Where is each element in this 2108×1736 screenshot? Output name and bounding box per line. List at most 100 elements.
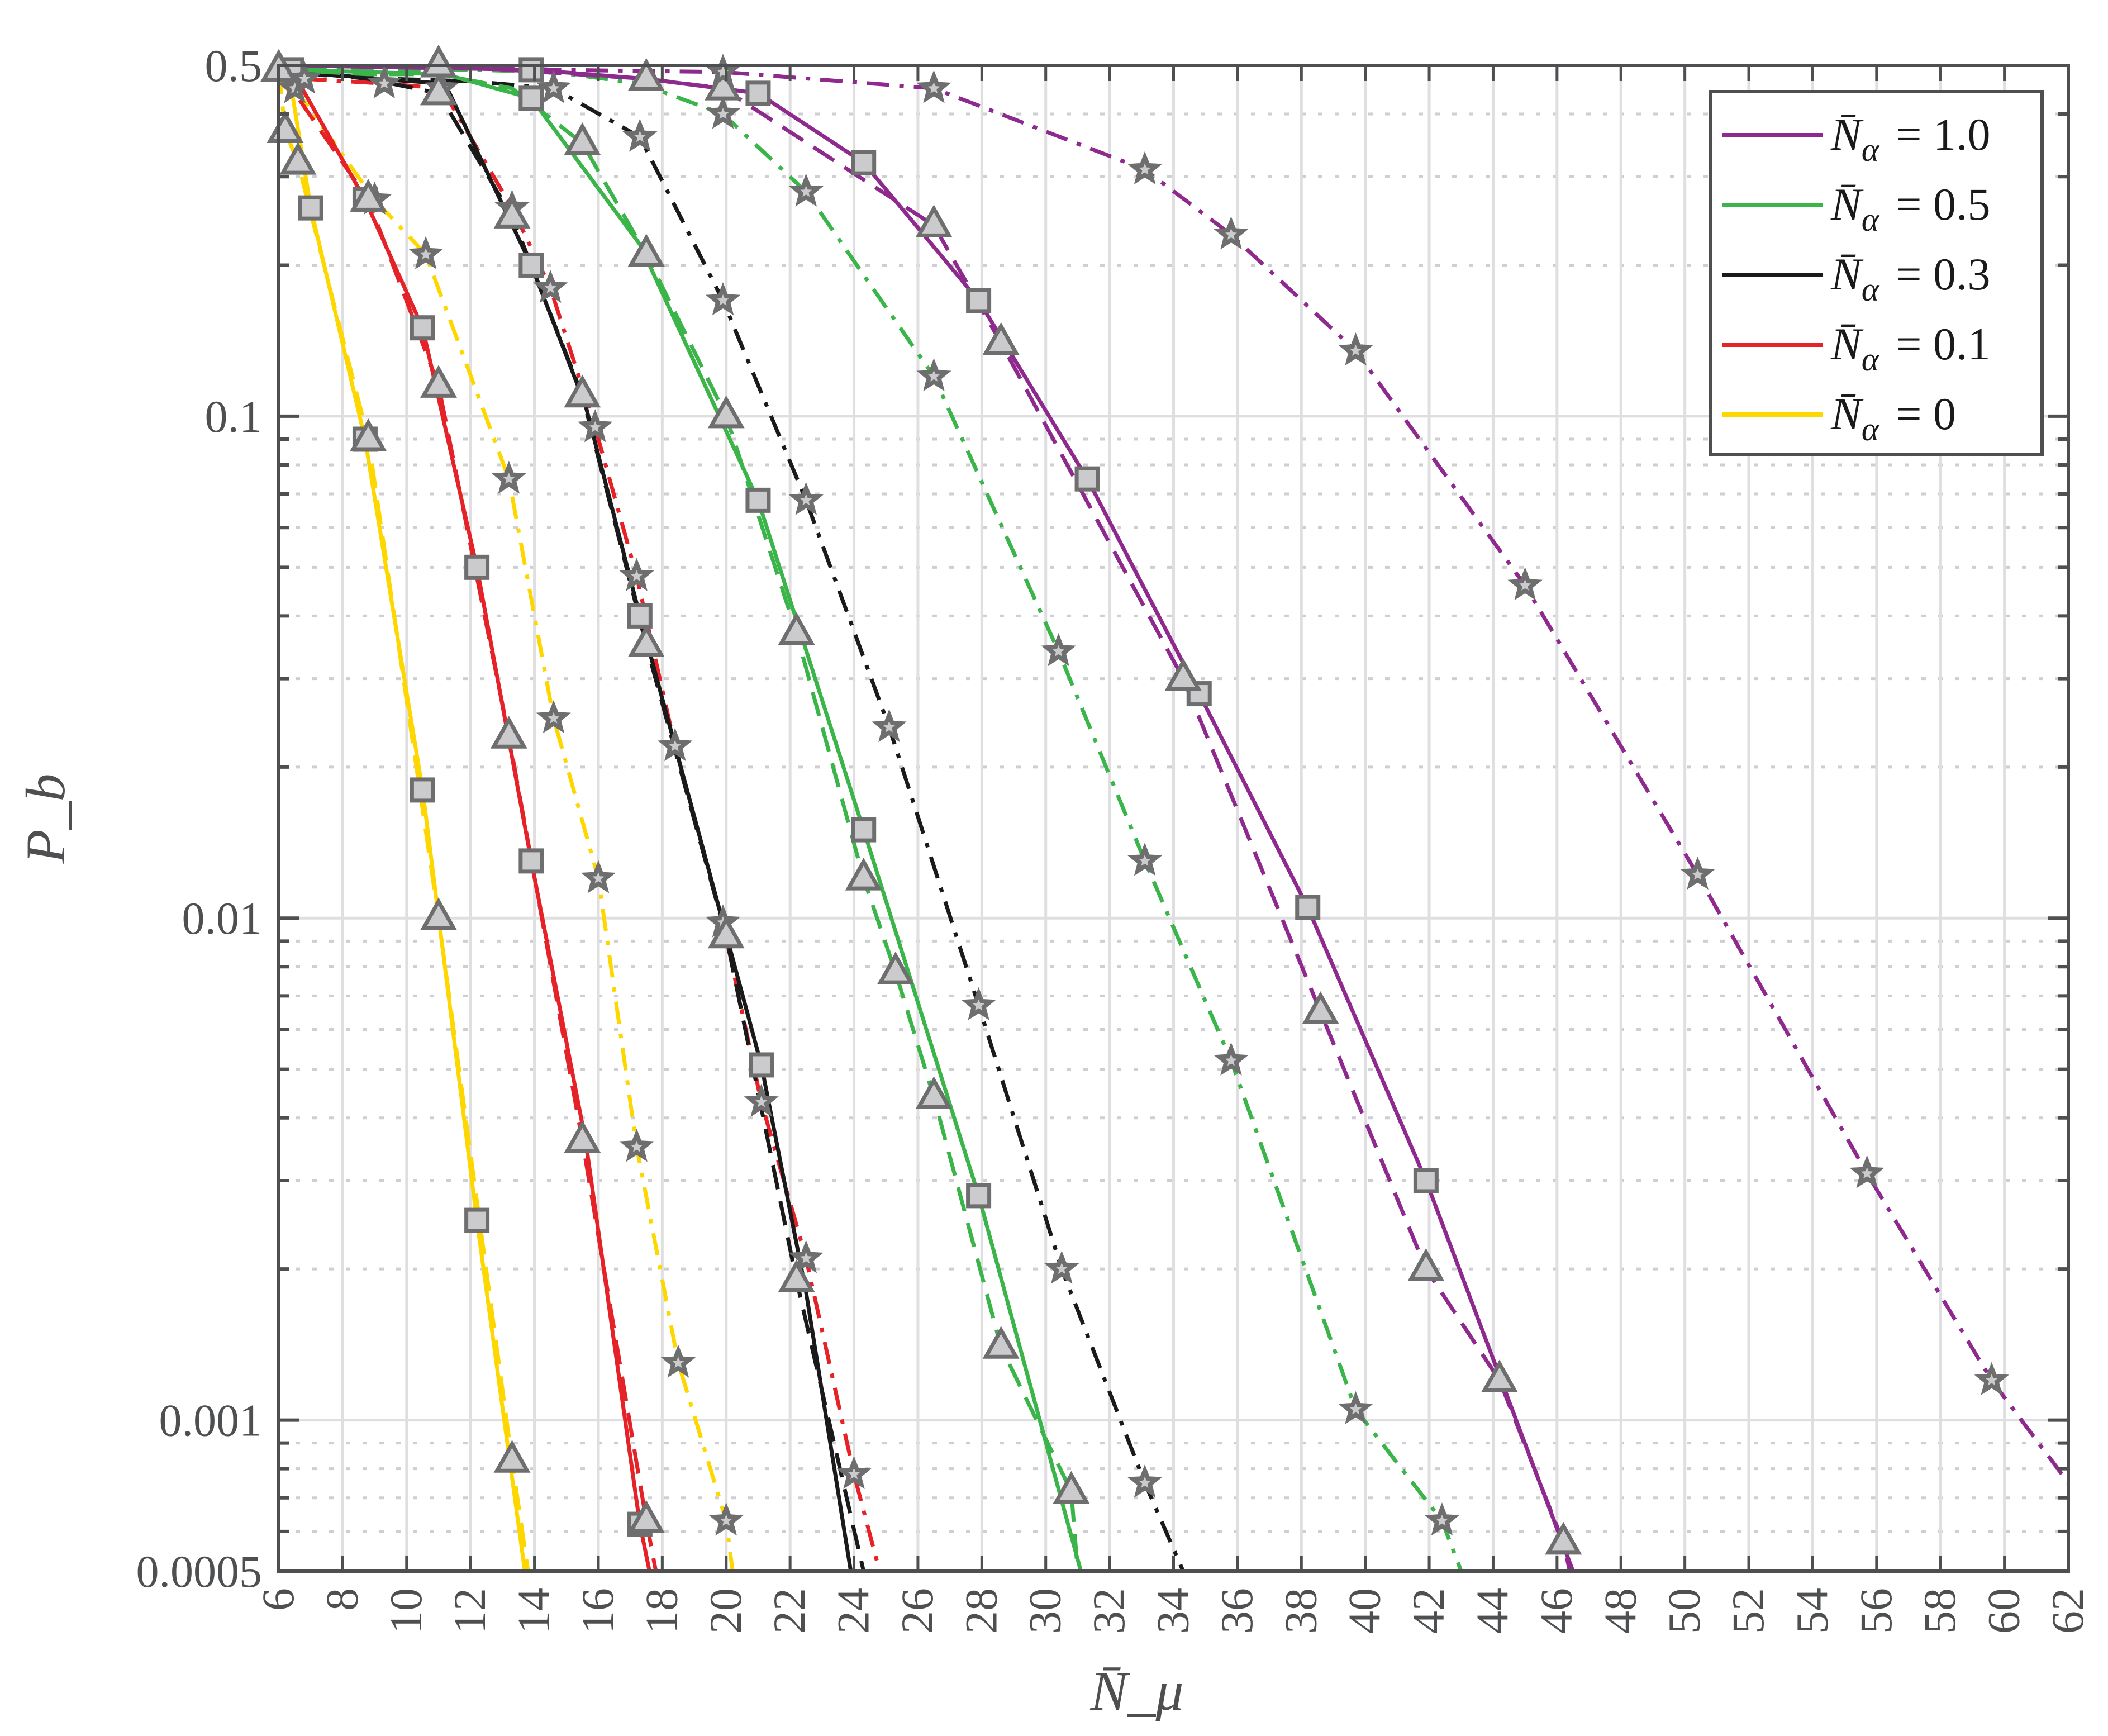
series-line (279, 65, 1572, 1571)
triangle-marker (1407, 1248, 1445, 1281)
x-tick-label: 46 (1531, 1588, 1582, 1634)
triangle-marker (627, 624, 665, 657)
x-tick-label: 18 (636, 1588, 687, 1634)
x-tick-label: 40 (1339, 1588, 1390, 1634)
triangle-marker (627, 1500, 665, 1533)
data-markers (260, 44, 2009, 1555)
y-tick-label: 0.01 (182, 893, 263, 944)
series-line (304, 72, 1185, 1571)
star-marker-core (973, 999, 985, 1011)
y-axis-label: P_b (15, 773, 77, 864)
star-marker-core (848, 1468, 860, 1480)
x-tick-label: 44 (1467, 1588, 1517, 1634)
triangle-marker (279, 141, 317, 175)
x-axis-tick-labels: 6 8 10 12 14 16 18 20 22 24 26 28 30 32 34 36 38 40 42 44 46… (253, 1588, 2093, 1634)
star-marker-core (883, 721, 895, 733)
star-marker-core (420, 248, 432, 260)
square-marker (518, 57, 544, 83)
square-marker (1413, 1168, 1439, 1193)
square-marker (966, 288, 992, 313)
triangle-marker (1545, 1521, 1582, 1555)
legend-label: N̄α = 0.1 (1830, 318, 1990, 378)
triangle-marker (778, 1259, 815, 1292)
x-tick-label: 42 (1403, 1588, 1454, 1634)
square-marker (749, 1052, 774, 1078)
triangle-marker (493, 196, 531, 229)
square-marker (851, 817, 877, 843)
y-tick-label: 0.5 (205, 40, 263, 91)
square-marker (518, 848, 544, 874)
star-marker-core (548, 712, 560, 724)
triangle-marker (627, 58, 665, 91)
triangle-marker (1164, 658, 1202, 691)
star-marker-core (631, 1140, 643, 1152)
star-marker-core (592, 872, 605, 883)
x-tick-label: 24 (828, 1588, 879, 1634)
y-tick-label: 0.1 (205, 391, 263, 442)
triangle-marker (564, 1120, 601, 1153)
triangle-marker (778, 612, 815, 645)
x-tick-label: 60 (1978, 1588, 2029, 1634)
x-tick-label: 36 (1211, 1588, 1262, 1634)
series-line (304, 68, 1463, 1571)
x-tick-label: 12 (444, 1588, 495, 1634)
square-marker (1074, 466, 1100, 492)
star-marker-core (631, 570, 643, 582)
square-marker (518, 85, 544, 111)
legend-label: N̄α = 0.3 (1830, 249, 1990, 308)
x-tick-label: 56 (1850, 1588, 1901, 1634)
star-marker-core (1225, 229, 1237, 240)
triangle-marker (707, 915, 745, 949)
y-axis-tick-labels: 0.5 0.1 0.01 0.001 0.0005 (136, 40, 263, 1597)
x-tick-label: 30 (1020, 1588, 1070, 1634)
star-marker-core (669, 740, 681, 752)
data-series (279, 65, 2068, 1571)
x-tick-label: 62 (2042, 1588, 2093, 1634)
triangle-marker (490, 716, 527, 749)
star-marker-core (672, 1357, 684, 1368)
star-marker-core (1225, 1054, 1237, 1066)
star-marker-core (800, 186, 812, 197)
star-marker-core (548, 82, 560, 93)
series-line (279, 68, 1080, 1571)
star-marker-core (755, 1096, 768, 1107)
star-marker-core (1350, 344, 1362, 356)
triangle-marker (564, 122, 601, 155)
axis-ticks (277, 65, 2070, 1571)
x-tick-label: 26 (892, 1588, 943, 1634)
star-marker-core (1055, 1263, 1068, 1274)
legend-label: N̄α = 0 (1830, 388, 1956, 448)
star-marker-core (378, 77, 391, 89)
star-marker-core (589, 421, 601, 432)
series-line (304, 65, 2068, 1484)
square-marker (745, 487, 771, 513)
legend: N̄α = 1.0 N̄α = 0.5 N̄α = 0.3 N̄α = 0.1 N̄α = 0 (1709, 90, 2044, 456)
triangle-marker (915, 204, 953, 237)
triangle-marker (493, 1440, 531, 1473)
x-tick-label: 48 (1595, 1588, 1645, 1634)
square-marker (410, 777, 435, 803)
x-tick-label: 38 (1275, 1588, 1326, 1634)
star-marker-core (1861, 1167, 1873, 1179)
star-marker-core (1519, 579, 1531, 591)
triangle-marker (982, 1326, 1020, 1359)
triangle-marker (845, 857, 882, 891)
y-tick-label: 0.0005 (136, 1546, 263, 1597)
star-marker-core (1692, 868, 1703, 880)
triangle-marker (982, 322, 1020, 355)
x-tick-label: 14 (508, 1588, 559, 1634)
triangle-marker (1302, 991, 1339, 1024)
square-marker (410, 315, 435, 341)
triangle-marker (877, 952, 914, 984)
star-marker-core (298, 73, 311, 84)
x-tick-label: 28 (955, 1588, 1006, 1634)
triangle-marker (1053, 1471, 1090, 1504)
triangle-marker (350, 418, 387, 451)
x-tick-label: 10 (380, 1588, 431, 1634)
star-marker-core (720, 1514, 732, 1526)
star-marker-core (928, 82, 940, 93)
x-tick-label: 58 (1914, 1588, 1965, 1634)
star-marker-core (1139, 163, 1151, 175)
star-marker-core (717, 294, 729, 306)
